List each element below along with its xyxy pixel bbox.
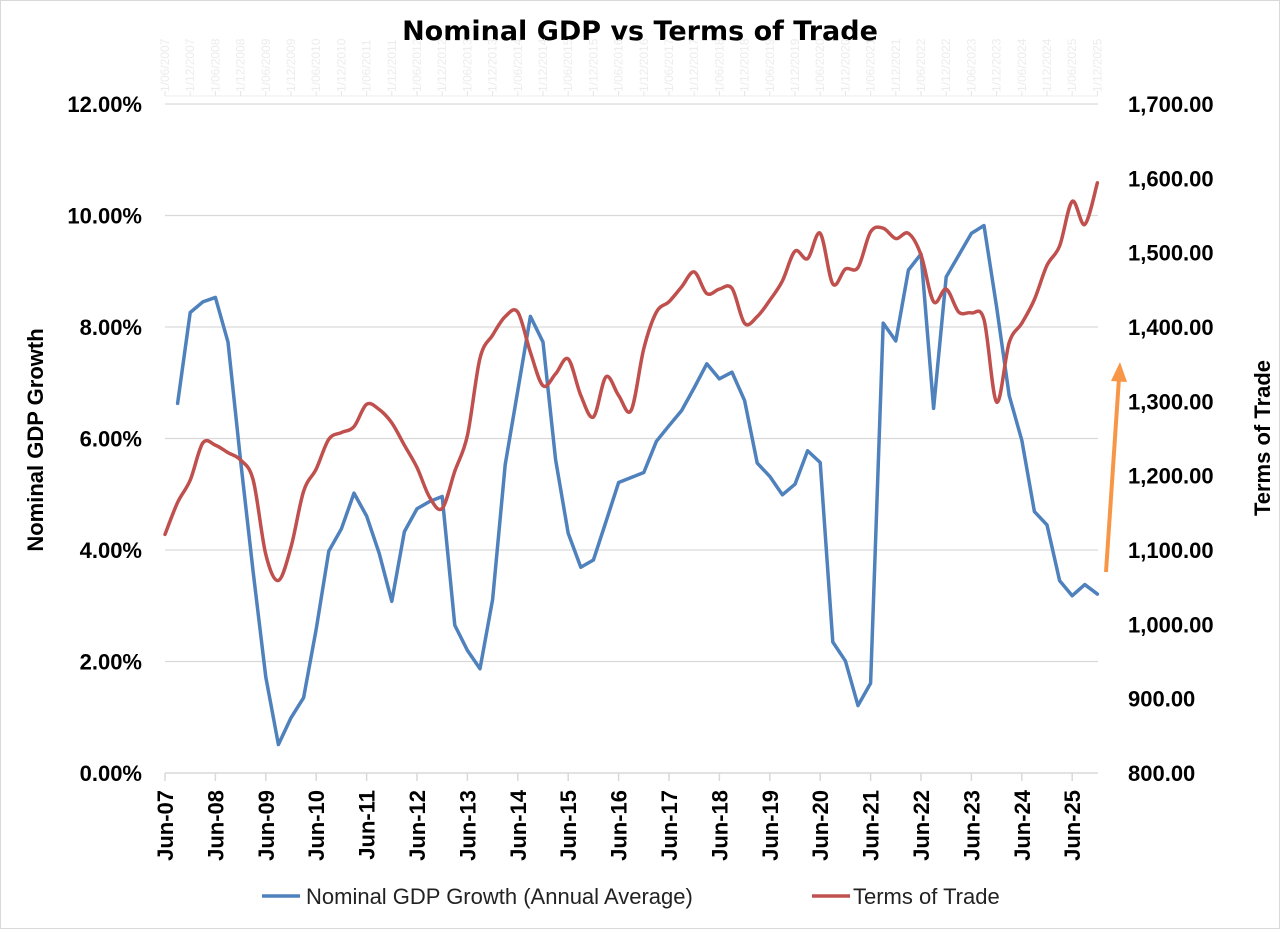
x-tick-label: Jun-17 xyxy=(657,790,682,861)
y-right-tick-label: 1,200.00 xyxy=(1128,464,1214,489)
top-axis-label: 1/06/2019 xyxy=(763,38,777,92)
y-right-tick-label: 1,000.00 xyxy=(1128,612,1214,637)
chart-title: Nominal GDP vs Terms of Trade xyxy=(402,16,878,47)
top-axis-label: 1/12/2023 xyxy=(990,38,1004,92)
y-right-tick-label: 1,100.00 xyxy=(1128,538,1214,563)
x-tick-label: Jun-23 xyxy=(959,790,984,861)
legend-label-nominal-gdp-growth: Nominal GDP Growth (Annual Average) xyxy=(306,884,693,909)
y-left-axis-title: Nominal GDP Growth xyxy=(23,328,48,551)
x-tick-label: Jun-13 xyxy=(455,790,480,861)
top-axis-label: 1/06/2021 xyxy=(864,38,878,92)
legend-label-terms-of-trade: Terms of Trade xyxy=(853,884,1000,909)
x-tick-label: Jun-14 xyxy=(506,789,531,861)
top-axis-label: 1/12/2020 xyxy=(838,38,852,92)
top-axis-label: 1/06/2024 xyxy=(1015,38,1029,92)
y-left-tick-label: 12.00% xyxy=(67,92,142,117)
x-tick-label: Jun-09 xyxy=(254,790,279,861)
y-left-tick-label: 8.00% xyxy=(80,315,142,340)
top-axis-label: 1/06/2018 xyxy=(712,38,726,92)
series-line-nominal-gdp-growth xyxy=(175,223,1100,747)
top-axis-label: 1/06/2022 xyxy=(914,38,928,92)
y-left-tick-label: 6.00% xyxy=(80,427,142,452)
x-tick-label: Jun-10 xyxy=(304,790,329,861)
x-tick-label: Jun-12 xyxy=(405,790,430,861)
top-axis-label: 1/12/2012 xyxy=(435,38,449,92)
top-axis-label: 1/12/2007 xyxy=(183,38,197,92)
arrow-up-icon xyxy=(1111,362,1127,382)
top-axis-label: 1/06/2025 xyxy=(1065,38,1079,92)
top-axis-label: 1/12/2010 xyxy=(334,38,348,92)
top-axis-label: 1/12/2018 xyxy=(738,38,752,92)
top-axis-label: 1/12/2009 xyxy=(284,38,298,92)
x-tick-label: Jun-22 xyxy=(909,790,934,861)
x-tick-label: Jun-21 xyxy=(859,790,884,861)
top-axis-label: 1/06/2016 xyxy=(612,38,626,92)
top-axis-label: 1/12/2022 xyxy=(939,38,953,92)
top-axis-label: 1/06/2023 xyxy=(964,38,978,92)
top-axis-label: 1/12/2019 xyxy=(788,38,802,92)
top-axis-label: 1/06/2012 xyxy=(410,38,424,92)
x-tick-label: Jun-25 xyxy=(1060,790,1085,861)
y-left-tick-label: 10.00% xyxy=(67,204,142,229)
top-axis-label: 1/12/2015 xyxy=(586,38,600,92)
x-tick-label: Jun-18 xyxy=(707,790,732,861)
top-axis-label: 1/12/2014 xyxy=(536,38,550,92)
y-left-tick-label: 2.00% xyxy=(80,650,142,675)
top-axis-label: 1/06/2014 xyxy=(511,38,525,92)
y-left-tick-label: 4.00% xyxy=(80,538,142,563)
x-tick-label: Jun-07 xyxy=(153,790,178,861)
y-right-tick-label: 1,700.00 xyxy=(1128,92,1214,117)
x-tick-label: Jun-15 xyxy=(556,790,581,861)
top-axis-label: 1/12/2017 xyxy=(687,38,701,92)
top-axis-label: 1/12/2011 xyxy=(385,39,399,92)
y-right-tick-label: 900.00 xyxy=(1128,687,1195,712)
top-axis-label: 1/06/2008 xyxy=(208,38,222,92)
x-tick-label: Jun-08 xyxy=(203,790,228,861)
y-right-tick-label: 1,400.00 xyxy=(1128,315,1214,340)
top-axis-label: 1/06/2011 xyxy=(360,39,374,92)
x-tick-label: Jun-24 xyxy=(1010,789,1035,861)
top-axis-label: 1/12/2008 xyxy=(234,38,248,92)
x-tick-label: Jun-11 xyxy=(355,790,380,860)
y-right-tick-label: 800.00 xyxy=(1128,761,1195,786)
x-tick-label: Jun-16 xyxy=(607,790,632,861)
y-right-axis-title: Terms of Trade xyxy=(1250,360,1275,516)
top-axis-label: 1/06/2017 xyxy=(662,38,676,92)
annotation-arrow-shaft xyxy=(1104,377,1121,573)
y-right-tick-label: 1,300.00 xyxy=(1128,389,1214,414)
top-axis-label: 1/06/2015 xyxy=(561,38,575,92)
y-right-tick-label: 1,600.00 xyxy=(1128,166,1214,191)
x-tick-label: Jun-20 xyxy=(808,790,833,861)
top-axis-label: 1/12/2025 xyxy=(1090,38,1104,92)
series-line-terms-of-trade xyxy=(163,181,1100,583)
top-axis-label: 1/06/2009 xyxy=(259,38,273,92)
x-tick-label: Jun-19 xyxy=(758,790,783,861)
top-axis-label: 1/12/2024 xyxy=(1040,38,1054,92)
top-axis-label: 1/12/2013 xyxy=(486,38,500,92)
y-left-tick-label: 0.00% xyxy=(80,761,142,786)
top-axis-label: 1/06/2013 xyxy=(460,38,474,92)
top-axis-label: 1/06/2020 xyxy=(813,38,827,92)
top-axis-label: 1/06/2010 xyxy=(309,38,323,92)
y-right-tick-label: 1,500.00 xyxy=(1128,241,1214,266)
top-axis-label: 1/12/2021 xyxy=(889,38,903,92)
top-axis-label: 1/06/2007 xyxy=(158,38,172,92)
top-axis-label: 1/12/2016 xyxy=(637,38,651,92)
